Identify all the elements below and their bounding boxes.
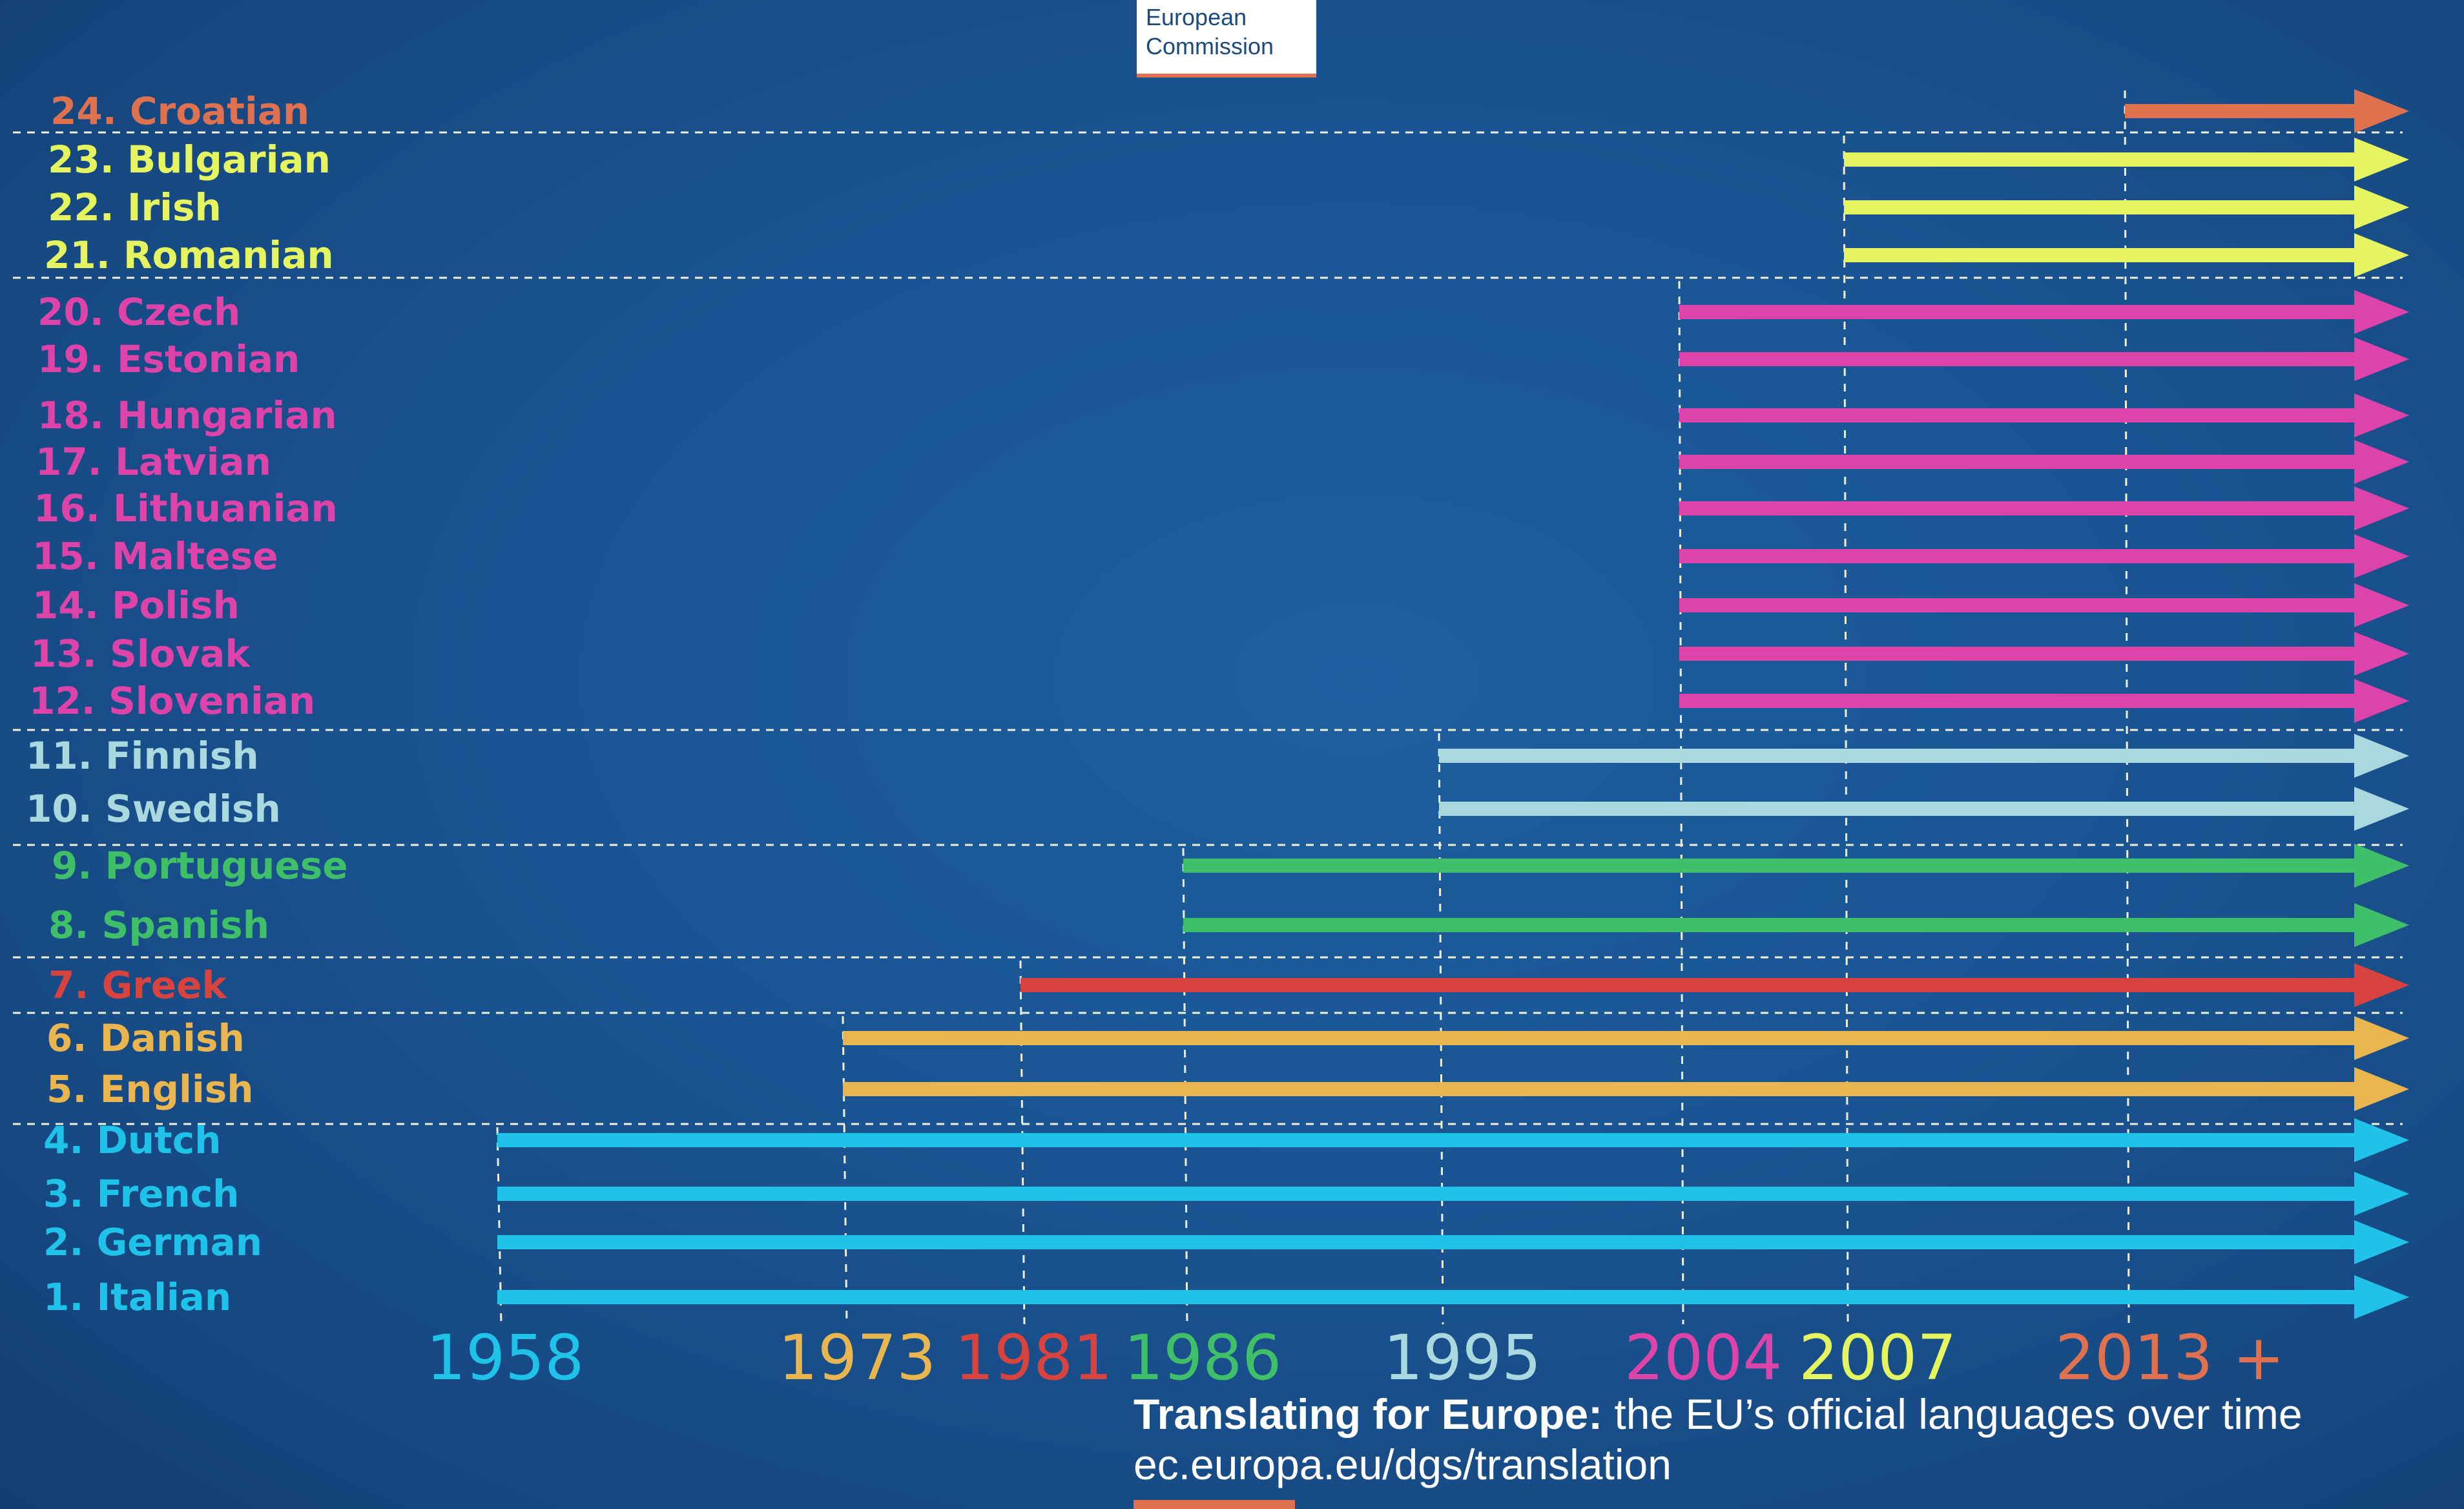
arrow-shaft <box>1679 694 2357 708</box>
language-label: 13. Slovak <box>30 632 251 676</box>
language-label: 9. Portuguese <box>52 844 348 888</box>
arrow-head <box>2354 844 2409 888</box>
arrow-head <box>2354 440 2409 484</box>
arrow-head <box>2354 787 2409 831</box>
language-label: 18. Hungarian <box>37 393 337 437</box>
language-arrows <box>497 89 2409 1319</box>
language-label: 17. Latvian <box>36 440 271 484</box>
arrow-shaft <box>1679 647 2357 661</box>
arrow-shaft <box>1679 549 2357 563</box>
language-label: 5. English <box>47 1067 254 1111</box>
language-label: 2. German <box>43 1220 262 1264</box>
arrow-head <box>2354 89 2409 133</box>
caption-title-bold: Translating for Europe: <box>1134 1390 1603 1438</box>
language-label: 7. Greek <box>48 963 227 1007</box>
arrow-head <box>2354 963 2409 1007</box>
year-guide-2007 <box>1843 135 1849 1325</box>
language-label: 23. Bulgarian <box>48 138 331 182</box>
european-commission-logo: European Commission <box>1137 0 1316 78</box>
arrow-shaft <box>2125 104 2357 118</box>
arrow-head <box>2354 1275 2409 1319</box>
arrow-head <box>2354 679 2409 723</box>
arrow-shaft <box>1679 408 2357 422</box>
arrow-shaft <box>1439 802 2357 816</box>
language-label: 15. Maltese <box>32 534 278 578</box>
arrow-shaft <box>1020 978 2357 992</box>
arrow-head <box>2354 1067 2409 1111</box>
year-guide-2013 <box>2124 90 2130 1325</box>
language-label: 24. Croatian <box>50 89 309 133</box>
language-label: 19. Estonian <box>37 337 300 381</box>
arrow-head <box>2354 486 2409 530</box>
arrow-head <box>2354 233 2409 277</box>
language-label: 6. Danish <box>47 1016 245 1060</box>
year-tick-label: 1958 <box>426 1322 584 1394</box>
language-label: 22. Irish <box>48 185 222 229</box>
year-tick-label: 2004 <box>1624 1322 1782 1394</box>
year-tick-label: 2007 <box>1799 1322 1956 1394</box>
arrow-head <box>2354 734 2409 778</box>
language-label: 16. Lithuanian <box>34 486 338 530</box>
arrow-shaft <box>843 1082 2357 1096</box>
arrow-shaft <box>1679 501 2357 515</box>
year-guide-1958 <box>496 1127 502 1325</box>
arrow-head <box>2354 1118 2409 1162</box>
arrow-shaft <box>1679 305 2357 319</box>
language-label: 10. Swedish <box>26 787 281 831</box>
language-label: 12. Slovenian <box>29 679 315 723</box>
year-tick-label: 1981 <box>955 1322 1112 1394</box>
arrow-shaft <box>1439 749 2357 763</box>
year-tick-label: 2013 + <box>2055 1322 2284 1394</box>
orange-tab <box>1134 1500 1295 1509</box>
arrow-head <box>2354 1172 2409 1216</box>
poster-caption: Translating for Europe: the EU’s officia… <box>1134 1389 2303 1490</box>
arrow-head <box>2354 185 2409 229</box>
arrow-shaft <box>1844 248 2357 262</box>
arrow-head <box>2354 1016 2409 1060</box>
arrow-shaft <box>1183 859 2357 873</box>
arrow-head <box>2354 903 2409 947</box>
year-guide-1973 <box>842 1015 848 1325</box>
language-label: 20. Czech <box>37 290 240 334</box>
arrow-head <box>2354 337 2409 381</box>
arrow-shaft <box>1844 200 2357 214</box>
arrow-head <box>2354 290 2409 334</box>
caption-url: ec.europa.eu/dgs/translation <box>1134 1441 1672 1488</box>
year-guide-1995 <box>1438 733 1444 1325</box>
arrow-shaft <box>1679 455 2357 469</box>
logo-line-1: European <box>1146 4 1247 30</box>
arrow-head <box>2354 393 2409 437</box>
arrow-shaft <box>1183 918 2357 932</box>
language-label: 3. French <box>43 1172 239 1216</box>
arrow-head <box>2354 583 2409 627</box>
arrow-head <box>2354 138 2409 182</box>
arrow-shaft <box>1679 598 2357 612</box>
arrow-shaft <box>497 1133 2357 1147</box>
arrow-shaft <box>1844 152 2357 167</box>
logo-line-2: Commission <box>1146 33 1274 59</box>
arrow-head <box>2354 1220 2409 1264</box>
arrow-shaft <box>497 1235 2357 1249</box>
arrow-shaft <box>1679 352 2357 366</box>
arrow-head <box>2354 534 2409 578</box>
year-axis: 1958 1973 1981 1986 1995 2004 2007 2013 + <box>426 1322 2284 1394</box>
language-label: 4. Dutch <box>43 1118 221 1162</box>
arrow-shaft <box>497 1290 2357 1304</box>
language-label: 8. Spanish <box>48 903 269 947</box>
year-tick-label: 1973 <box>778 1322 936 1394</box>
arrow-shaft <box>497 1187 2357 1201</box>
language-label: 14. Polish <box>32 583 240 627</box>
arrow-shaft <box>843 1031 2357 1045</box>
year-tick-label: 1986 <box>1124 1322 1281 1394</box>
language-label: 11. Finnish <box>26 734 259 778</box>
language-label: 1. Italian <box>43 1275 231 1319</box>
arrow-head <box>2354 632 2409 676</box>
caption-title-rest: the EU’s official languages over time <box>1602 1390 2303 1438</box>
language-label: 21. Romanian <box>44 233 334 277</box>
year-tick-label: 1995 <box>1383 1322 1541 1394</box>
